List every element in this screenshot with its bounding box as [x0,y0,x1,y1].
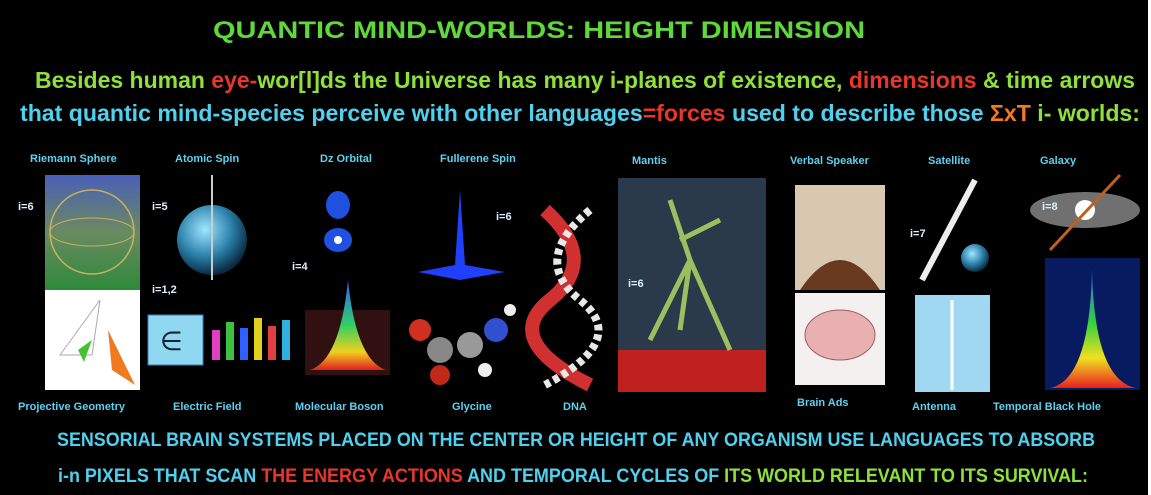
level-label: i=6 [628,278,644,290]
figure-label: Glycine [452,401,492,413]
level-label: i=6 [496,211,512,223]
figure-label: Riemann Sphere [30,153,117,165]
text-segment: i-n PIXELS THAT SCAN [58,466,261,487]
figure-label: Fullerene Spin [440,153,516,165]
figure-label: Satellite [928,155,970,167]
level-label: i=1,2 [152,284,177,296]
figure-label: DNA [563,401,587,413]
text-segment: AND TEMPORAL CYCLES OF [463,466,724,487]
figure-label: Temporal Black Hole [993,401,1101,413]
text-segment: ITS WORLD RELEVANT TO ITS SURVIVAL: [724,466,1088,487]
level-label: i=6 [18,201,34,213]
title: QUANTIC MIND-WORLDS: HEIGHT DIMENSION [213,17,865,44]
footer-line: SENSORIAL BRAIN SYSTEMS PLACED ON THE CE… [57,430,1095,451]
figure-label: Galaxy [1040,155,1077,167]
text-segment: =forces [643,100,726,126]
text-segment: Besides human [35,67,211,93]
text-segment: ΣxT [990,100,1031,126]
text-segment: that quantic mind-species perceive with … [20,100,643,126]
intro-line: Besides human eye-wor[l]ds the Universe … [35,67,1135,93]
text-segment: wor[l]ds [256,67,346,93]
text-segment: used to describe those [726,100,990,126]
illustrations: ∈ [45,173,1140,392]
figure-label: Molecular Boson [295,401,384,413]
figure-label: Dz Orbital [320,153,372,165]
text-segment: the Universe has many i-planes of existe… [347,67,849,93]
level-label: i=5 [152,201,168,213]
figure-label: Verbal Speaker [790,155,870,167]
text-segment: dimensions [849,67,977,93]
level-label: i=8 [1042,201,1058,213]
text-segment: eye- [211,67,257,93]
footer-line: i-n PIXELS THAT SCAN THE ENERGY ACTIONS … [58,466,1088,487]
intro-line: that quantic mind-species perceive with … [20,100,1140,126]
figure-label: Atomic Spin [175,153,239,165]
figure-label: Mantis [632,155,667,167]
figure-label: Projective Geometry [18,401,126,413]
text-segment: QUANTIC MIND-WORLDS: HEIGHT DIMENSION [213,17,865,44]
text-segment: SENSORIAL BRAIN SYSTEMS PLACED ON THE CE… [57,430,1095,451]
figure-label: Electric Field [173,401,241,413]
svg-text:∈: ∈ [160,326,183,356]
text-segment: THE ENERGY ACTIONS [261,466,463,487]
text-segment: & time arrows [977,67,1135,93]
figure-label: Antenna [912,401,957,413]
figure-label: Brain Ads [797,397,849,409]
level-label: i=4 [292,261,308,273]
level-label: i=7 [910,228,926,240]
text-segment: i- worlds: [1031,100,1140,126]
